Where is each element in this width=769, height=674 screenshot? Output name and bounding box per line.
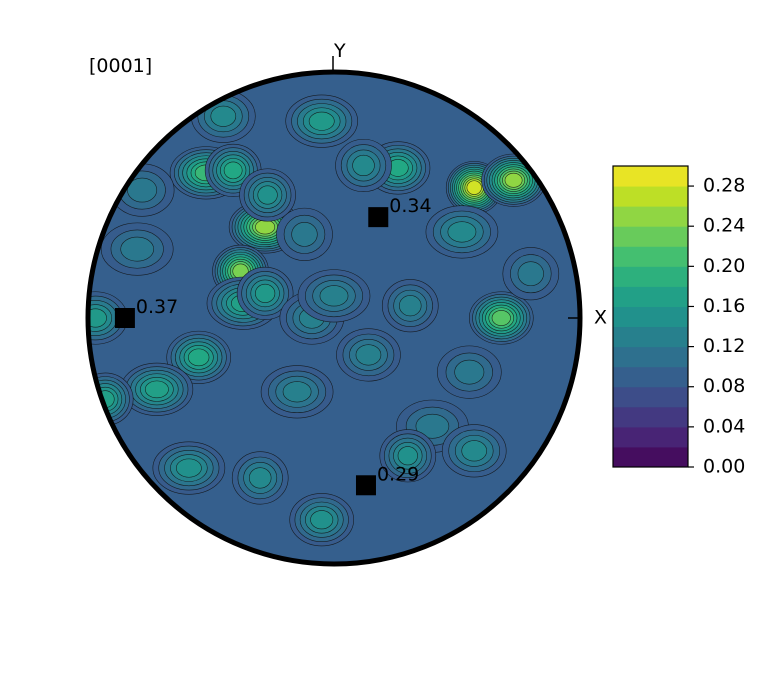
colorbar-band: [613, 386, 688, 408]
max-marker: [368, 207, 389, 228]
hotspot: [425, 205, 499, 259]
hotspot: [231, 451, 289, 505]
hotspot: [152, 441, 226, 495]
colorbar-tick-label: 0.16: [703, 295, 745, 317]
hotspot: [289, 493, 355, 547]
hotspot: [88, 372, 134, 426]
colorbar-tick-label: 0.04: [703, 415, 745, 437]
colorbar-band: [613, 346, 688, 368]
colorbar-band: [613, 166, 688, 187]
colorbar-band: [613, 406, 688, 428]
hotspot: [441, 424, 507, 478]
colorbar-band: [613, 366, 688, 388]
colorbar-ticks: 0.00 0.04 0.08 0.12 0.16 0.20 0.24 0.28: [688, 175, 745, 478]
colorbar-band: [613, 246, 688, 267]
hotspot: [88, 291, 128, 345]
hotspot: [335, 138, 392, 193]
colorbar-bands: [613, 166, 688, 468]
hotspot: [236, 266, 294, 320]
max-marker: [355, 475, 376, 496]
hotspot: [297, 269, 371, 323]
hotspot: [379, 429, 437, 483]
hotspot: [436, 345, 502, 399]
hotspot: [260, 365, 334, 419]
x-axis-label: X: [594, 307, 607, 329]
hotspot: [100, 222, 174, 276]
colorbar-tick-label: 0.08: [703, 375, 745, 397]
colorbar-tick-label: 0.24: [703, 215, 745, 237]
max-marker-label: 0.29: [377, 463, 419, 485]
colorbar-tick-label: 0.12: [703, 335, 745, 357]
colorbar-band: [613, 226, 688, 247]
max-marker-label: 0.37: [136, 296, 178, 318]
hotspot: [285, 94, 359, 148]
colorbar-band: [613, 206, 688, 227]
max-marker-label: 0.34: [389, 195, 431, 217]
hotspot: [502, 247, 560, 301]
colorbar-tick-label: 0.28: [703, 175, 745, 197]
hotspot: [239, 168, 296, 222]
hotspot: [336, 328, 401, 382]
colorbar-band: [613, 326, 688, 348]
pole-figure-disc: [85, 69, 583, 567]
colorbar-band: [613, 266, 688, 287]
colorbar-tick-label: 0.20: [703, 255, 745, 277]
colorbar-tick-label: 0.00: [703, 456, 745, 478]
hotspot: [166, 330, 231, 384]
max-marker: [114, 308, 135, 328]
max-markers: 0.34 0.37 0.29: [114, 195, 432, 496]
hotspot: [109, 163, 175, 217]
hotspot: [468, 291, 534, 345]
hotspot: [120, 362, 194, 416]
colorbar: 0.00 0.04 0.08 0.12 0.16 0.20 0.24 0.28: [612, 165, 745, 478]
colorbar-band: [613, 186, 688, 207]
hotspot: [481, 153, 546, 207]
hotspot: [276, 207, 333, 261]
colorbar-band: [613, 426, 688, 448]
pole-label: [0001]: [89, 55, 152, 77]
colorbar-frame: [612, 165, 689, 468]
y-axis-label: Y: [333, 40, 346, 62]
hotspot: [381, 279, 439, 333]
hotspot: [191, 89, 256, 143]
colorbar-band: [613, 286, 688, 307]
colorbar-band: [613, 446, 688, 468]
colorbar-band: [613, 306, 688, 328]
